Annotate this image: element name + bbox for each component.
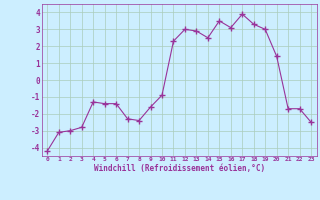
X-axis label: Windchill (Refroidissement éolien,°C): Windchill (Refroidissement éolien,°C) xyxy=(94,164,265,173)
